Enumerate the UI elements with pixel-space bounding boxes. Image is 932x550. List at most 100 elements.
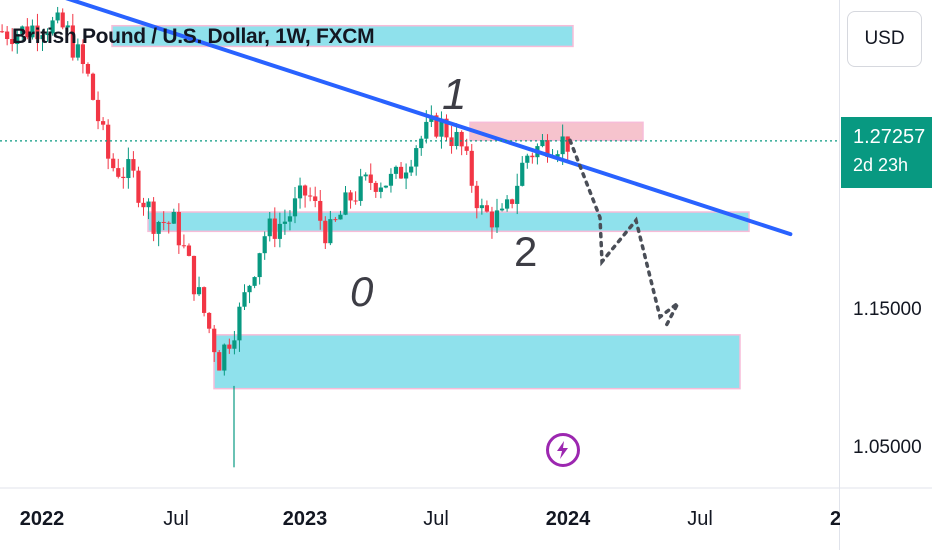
candle: [50, 20, 55, 34]
candle: [338, 214, 343, 220]
candle: [424, 121, 429, 139]
candle: [227, 344, 232, 349]
candle: [393, 166, 399, 174]
candle: [323, 220, 328, 244]
zone-middle-support: [147, 211, 750, 233]
candle: [318, 200, 323, 221]
candle: [166, 222, 171, 224]
candle: [545, 140, 550, 158]
time-tick-label: 2025: [830, 508, 840, 530]
candle: [151, 201, 156, 234]
candle: [131, 159, 136, 171]
candle: [161, 221, 166, 223]
candle: [525, 155, 530, 163]
candle: [297, 185, 303, 199]
time-tick-label: 2022: [19, 508, 65, 530]
candle: [156, 221, 161, 234]
candle: [388, 173, 394, 186]
candle: [439, 118, 444, 137]
time-tick-label: 2023: [282, 508, 328, 530]
candle: [20, 26, 25, 34]
candle: [373, 182, 378, 192]
candle: [358, 176, 363, 201]
candle: [368, 174, 373, 183]
candle: [186, 245, 192, 256]
trendline: [65, 0, 793, 237]
candle: [414, 148, 419, 167]
candle: [171, 211, 176, 224]
candle: [348, 192, 353, 201]
candle: [469, 150, 474, 186]
candle: [217, 352, 222, 371]
candle: [40, 35, 45, 40]
wave-label-1: 1: [442, 70, 467, 119]
candle: [75, 44, 80, 58]
candle: [444, 118, 449, 138]
candle: [505, 199, 510, 209]
candle: [10, 39, 15, 45]
candle: [272, 218, 277, 239]
candle: [383, 185, 388, 188]
bar-countdown: 2d 23h: [853, 155, 909, 175]
candle: [70, 25, 75, 58]
candle: [398, 166, 404, 179]
candle: [101, 121, 106, 125]
candle: [55, 12, 60, 21]
candle: [378, 187, 383, 192]
candle: [85, 64, 91, 74]
candle: [363, 174, 368, 177]
time-tick-label: Jul: [423, 508, 449, 530]
candle: [30, 25, 35, 38]
candle: [146, 201, 151, 208]
candle: [530, 155, 535, 158]
candle: [90, 73, 96, 100]
candle: [191, 255, 197, 295]
time-tick-label: Jul: [687, 508, 713, 530]
zone-upper-resistance: [111, 24, 574, 48]
price-axis-separator: [839, 0, 840, 550]
candle: [434, 115, 439, 137]
candle: [313, 196, 318, 201]
candle: [343, 192, 348, 215]
symbol-title[interactable]: British Pound / U.S. Dollar, 1W, FXCM: [12, 25, 375, 48]
candle: [65, 25, 70, 28]
candle: [333, 219, 338, 221]
projection-path: [568, 138, 680, 330]
candle: [45, 33, 50, 36]
candle: [510, 199, 515, 204]
candle: [126, 159, 131, 179]
candle: [202, 287, 207, 313]
candle: [136, 170, 141, 203]
last-price-tag: 1.27257 2d 23h: [841, 117, 932, 188]
candle: [95, 99, 101, 122]
candle: [555, 154, 560, 157]
currency-button[interactable]: USD: [847, 11, 922, 67]
candle: [328, 219, 333, 244]
candle: [540, 140, 545, 147]
candle: [212, 328, 217, 353]
candle: [35, 25, 40, 40]
candle: [247, 285, 252, 293]
last-price-value: 1.27257: [853, 126, 926, 148]
candle: [252, 277, 257, 286]
candle: [499, 208, 505, 211]
flash-icon[interactable]: [546, 433, 580, 467]
candle: [15, 33, 20, 45]
candle: [176, 211, 181, 246]
candle: [277, 223, 282, 239]
candle: [0, 31, 5, 33]
candle: [5, 31, 10, 40]
candle: [520, 162, 525, 186]
candle: [484, 205, 489, 212]
candle: [60, 12, 65, 28]
candle: [308, 195, 313, 197]
candle: [181, 245, 186, 247]
candle: [196, 287, 202, 295]
candle: [80, 44, 85, 65]
candle: [141, 202, 146, 208]
candle: [449, 137, 454, 147]
candle: [459, 131, 464, 147]
candle: [262, 236, 267, 254]
